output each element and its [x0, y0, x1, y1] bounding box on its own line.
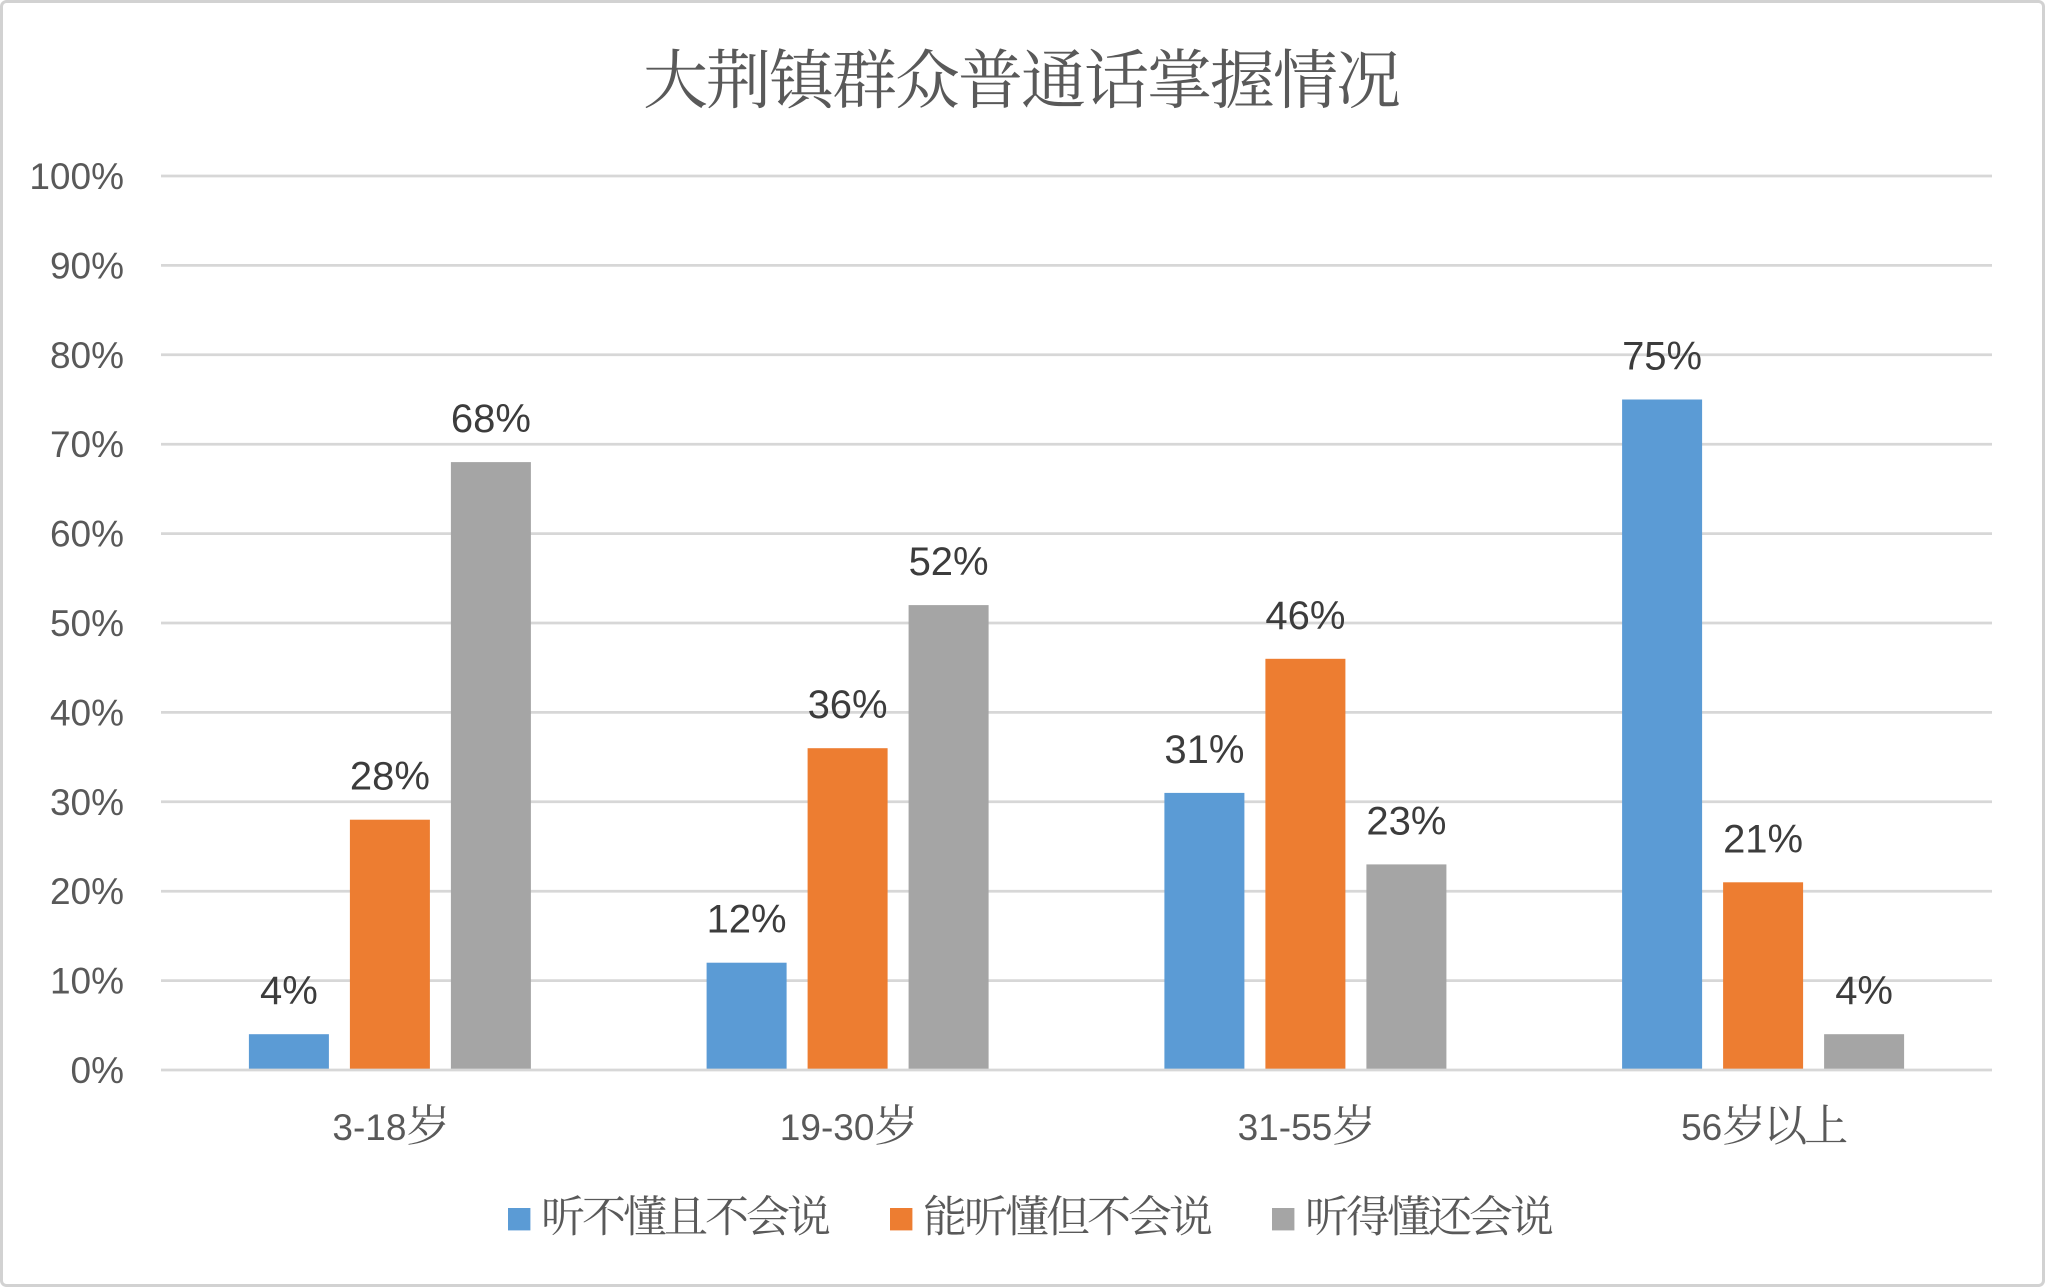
svg-text:75%: 75%	[1622, 335, 1702, 379]
svg-text:52%: 52%	[909, 540, 989, 584]
svg-text:36%: 36%	[808, 683, 888, 727]
svg-text:56: 56	[1681, 1107, 1722, 1148]
svg-text:68%: 68%	[451, 397, 531, 441]
svg-text:60%: 60%	[50, 514, 124, 555]
svg-text:4%: 4%	[260, 969, 318, 1013]
svg-text:21%: 21%	[1723, 817, 1803, 861]
svg-text:30%: 30%	[50, 782, 124, 823]
svg-text:23%: 23%	[1366, 799, 1446, 843]
svg-text:3-18: 3-18	[332, 1107, 406, 1148]
svg-text:28%: 28%	[350, 755, 430, 799]
svg-text:31%: 31%	[1164, 728, 1244, 772]
svg-text:10%: 10%	[50, 961, 124, 1002]
svg-text:80%: 80%	[50, 335, 124, 376]
svg-text:0%: 0%	[71, 1050, 124, 1091]
svg-text:4%: 4%	[1835, 969, 1893, 1013]
svg-text:50%: 50%	[50, 603, 124, 644]
svg-text:100%: 100%	[29, 156, 124, 197]
svg-text:70%: 70%	[50, 424, 124, 465]
svg-text:20%: 20%	[50, 871, 124, 912]
svg-text:19-30: 19-30	[780, 1107, 875, 1148]
svg-text:46%: 46%	[1265, 594, 1345, 638]
svg-text:31-55: 31-55	[1238, 1107, 1333, 1148]
svg-text:40%: 40%	[50, 692, 124, 733]
svg-text:12%: 12%	[707, 898, 787, 942]
svg-text:90%: 90%	[50, 245, 124, 286]
